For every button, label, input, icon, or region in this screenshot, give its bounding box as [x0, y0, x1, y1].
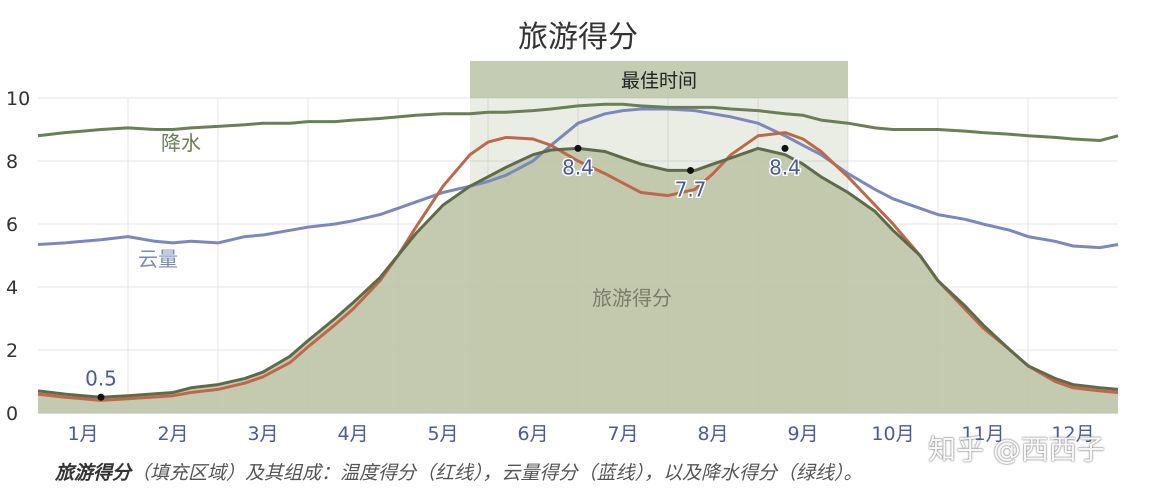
- x-tick-5: 5月: [427, 423, 458, 445]
- x-tick-11: 11月: [961, 423, 1004, 445]
- annotation-point-2: [687, 166, 694, 174]
- x-tick-12: 12月: [1051, 423, 1094, 445]
- series-label-2: 旅游得分: [592, 286, 672, 310]
- best-time-label: 最佳时间: [621, 70, 697, 92]
- y-tick-1: 2: [6, 340, 18, 362]
- annotation-point-1: [574, 144, 582, 152]
- annotation-label-1: 8.4: [562, 155, 594, 179]
- series-area-tourism: [38, 148, 1118, 413]
- y-tick-3: 6: [6, 214, 18, 236]
- chart-caption: 旅游得分（填充区域）及其组成：温度得分（红线），云量得分（蓝线），以及降水得分（…: [55, 458, 863, 485]
- x-tick-4: 4月: [337, 423, 368, 445]
- y-tick-4: 8: [6, 151, 18, 173]
- x-tick-9: 9月: [787, 423, 818, 445]
- caption-lead: 旅游得分: [55, 462, 132, 484]
- x-tick-2: 2月: [157, 423, 188, 445]
- series-label-1: 云量: [138, 247, 178, 271]
- x-tick-6: 6月: [517, 423, 548, 445]
- y-tick-5: 10: [6, 88, 30, 110]
- series-line-cloud: [37, 107, 1119, 250]
- chart-title: 旅游得分: [518, 20, 638, 55]
- annotation-point-3: [781, 144, 789, 152]
- x-tick-8: 8月: [697, 423, 728, 445]
- x-tick-3: 3月: [247, 423, 278, 445]
- watermark: 知乎 @西西子: [928, 433, 1105, 466]
- annotation-point-0: [97, 393, 105, 401]
- annotation-label-2: 7.7: [675, 177, 707, 201]
- y-tick-0: 0: [6, 403, 18, 425]
- axis-layer: 0 2 4 6 8 10 1月 2月 3月 4月 5月 6月 7月 8月 9月 10月 11月 12月: [6, 88, 1118, 445]
- annotation-layer: 0.5 8.4 7.7 8.4: [84, 144, 802, 401]
- caption-rest: （填充区域）及其组成：温度得分（红线），云量得分（蓝线），以及降水得分（绿线）。: [131, 462, 863, 484]
- series-label-0: 降水: [161, 131, 201, 155]
- x-tick-10: 10月: [871, 423, 914, 445]
- x-tick-7: 7月: [607, 423, 638, 445]
- y-tick-2: 4: [6, 277, 18, 299]
- x-tick-1: 1月: [67, 423, 98, 445]
- best-time-header: [470, 61, 848, 98]
- annotation-label-3: 8.4: [769, 155, 801, 179]
- series-line-precipitation: [37, 102, 1119, 142]
- annotation-label-0: 0.5: [85, 366, 117, 390]
- series-line-tourism: [37, 146, 1119, 399]
